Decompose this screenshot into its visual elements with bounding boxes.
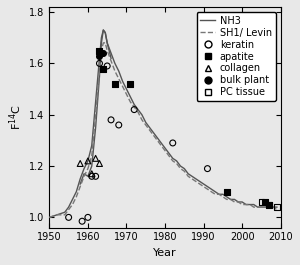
collagen: [78, 161, 82, 166]
keratin: [205, 166, 210, 171]
keratin: [66, 215, 71, 219]
apatite: [128, 82, 133, 86]
SH1/ Levin: [125, 92, 128, 96]
keratin: [97, 61, 102, 65]
apatite: [112, 82, 117, 86]
NH3: [101, 28, 105, 32]
keratin: [116, 123, 121, 127]
SH1/ Levin: [275, 208, 279, 211]
Line: SH1/ Levin: SH1/ Levin: [49, 43, 277, 217]
PC tissue: [267, 202, 272, 207]
SH1/ Levin: [117, 77, 121, 80]
SH1/ Levin: [109, 59, 113, 63]
PC tissue: [259, 200, 264, 204]
NH3: [109, 52, 113, 55]
keratin: [85, 215, 90, 219]
apatite: [263, 200, 268, 204]
Legend: NH3, SH1/ Levin, keratin, apatite, collagen, bulk plant, PC tissue: NH3, SH1/ Levin, keratin, apatite, colla…: [196, 12, 276, 101]
keratin: [93, 174, 98, 178]
NH3: [117, 69, 121, 73]
keratin: [89, 174, 94, 178]
NH3: [128, 95, 132, 98]
X-axis label: Year: Year: [153, 248, 177, 258]
NH3: [194, 177, 198, 180]
collagen: [97, 161, 102, 166]
NH3: [94, 100, 98, 104]
collagen: [93, 156, 98, 161]
NH3: [47, 216, 51, 219]
apatite: [224, 189, 229, 194]
keratin: [132, 108, 136, 112]
SH1/ Levin: [194, 180, 198, 183]
SH1/ Levin: [47, 216, 51, 219]
PC tissue: [274, 205, 279, 209]
SH1/ Levin: [94, 113, 98, 116]
NH3: [275, 206, 279, 209]
keratin: [109, 118, 113, 122]
apatite: [101, 67, 106, 71]
collagen: [89, 172, 94, 176]
keratin: [80, 219, 85, 223]
SH1/ Levin: [101, 41, 105, 45]
keratin: [170, 141, 175, 145]
apatite: [97, 48, 102, 53]
Y-axis label: F$^{14}$C: F$^{14}$C: [7, 104, 23, 130]
bulk plant: [101, 51, 106, 55]
Line: NH3: NH3: [49, 30, 277, 217]
bulk plant: [97, 54, 102, 58]
collagen: [85, 159, 90, 163]
keratin: [105, 64, 110, 68]
SH1/ Levin: [128, 100, 132, 104]
NH3: [125, 87, 128, 91]
apatite: [267, 202, 272, 207]
